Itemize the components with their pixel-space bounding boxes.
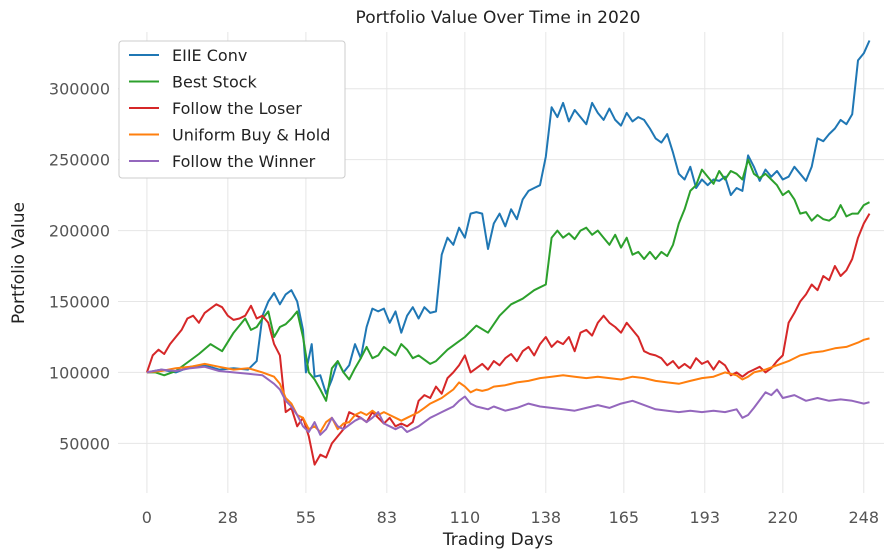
x-tick-label: 248 [848,508,879,527]
grid [118,32,884,493]
series-line [145,213,871,466]
y-tick-label: 250000 [49,151,110,170]
legend-entry-label: Follow the Winner [172,152,316,171]
legend: EIIE Conv Best Stock Follow the Loser Unifo… [118,40,346,179]
y-tick-label: 50000 [59,434,110,453]
y-tick-label: 200000 [49,222,110,241]
x-tick-label: 110 [450,508,481,527]
x-tick-label: 165 [609,508,640,527]
y-tick-label: 100000 [49,363,110,382]
y-tick-label: 150000 [49,293,110,312]
x-tick-label: 55 [296,508,316,527]
series-line [146,158,870,402]
y-tick-label: 300000 [49,80,110,99]
legend-entry-label: EIIE Conv [172,46,247,65]
y-axis-ticks: 50000 100000 150000 200000 250000 300000 [49,80,110,454]
x-tick-label: 28 [218,508,238,527]
x-tick-label: 220 [768,508,799,527]
x-tick-label: 0 [142,508,152,527]
x-axis-label: Trading Days [442,530,553,550]
legend-box [118,40,346,179]
legend-entry-label: Follow the Loser [172,99,302,118]
series-layer [145,40,871,466]
x-tick-label: 193 [690,508,721,527]
series-line [146,337,870,433]
x-axis-ticks: 0 28 55 83 110 138 165 193 220 248 [142,508,879,527]
y-axis-label: Portfolio Value [9,202,29,324]
chart-title: Portfolio Value Over Time in 2020 [356,8,641,28]
x-tick-label: 83 [377,508,397,527]
x-tick-label: 138 [531,508,562,527]
legend-entry-label: Best Stock [172,73,258,92]
series-line [146,365,870,436]
legend-entry-label: Uniform Buy & Hold [172,126,330,145]
